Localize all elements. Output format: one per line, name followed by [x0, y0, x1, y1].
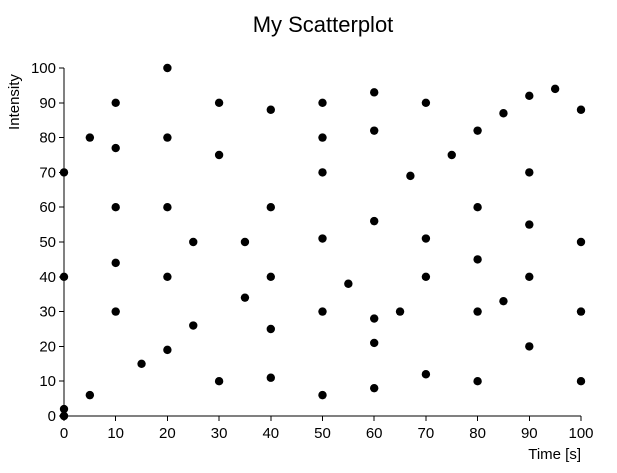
scatter-point — [344, 279, 353, 288]
scatter-point — [189, 321, 198, 330]
x-tick-label: 70 — [418, 425, 435, 442]
scatter-point — [370, 383, 379, 393]
scatter-point — [111, 203, 120, 212]
scatter-point — [214, 98, 224, 108]
y-tick-label: 10 — [39, 373, 56, 390]
scatter-point — [525, 91, 534, 101]
y-tick-label: 20 — [39, 338, 56, 355]
scatter-point — [59, 404, 69, 414]
scatter-point — [240, 237, 250, 247]
y-tick-label: 100 — [31, 60, 56, 77]
scatter-point — [214, 150, 224, 160]
x-tick-label: 10 — [107, 425, 124, 442]
scatter-point — [370, 126, 379, 135]
x-axis-label: Time [s] — [528, 446, 581, 463]
y-tick-label: 50 — [39, 234, 56, 251]
scatter-point — [59, 272, 69, 281]
x-tick-label: 0 — [60, 425, 68, 442]
scatter-point — [370, 314, 379, 323]
scatter-point — [163, 272, 172, 281]
scatter-point — [421, 234, 431, 243]
x-tick-label: 60 — [366, 425, 383, 442]
scatter-point — [525, 220, 534, 229]
scatter-point — [111, 307, 120, 316]
scatter-point — [111, 258, 120, 268]
scatter-point — [266, 373, 275, 382]
scatter-point — [370, 88, 379, 97]
scatter-point — [473, 377, 482, 386]
scatter-point — [163, 133, 172, 142]
y-tick-label: 60 — [39, 199, 56, 216]
scatter-point — [266, 272, 275, 281]
y-tick-label: 90 — [39, 95, 56, 112]
x-tick-label: 50 — [314, 425, 331, 442]
scatter-point — [111, 98, 120, 108]
scatter-point — [163, 203, 172, 212]
scatter-point — [499, 296, 508, 306]
scatter-point — [137, 359, 146, 368]
scatter-point — [59, 168, 69, 177]
scatter-point — [163, 63, 172, 73]
scatter-point — [473, 307, 482, 316]
scatter-point — [447, 150, 456, 160]
scatter-point — [85, 390, 95, 400]
scatter-point — [111, 143, 120, 153]
y-ticks: 0 10 20 30 40 50 60 70 80 90 100 — [31, 60, 64, 425]
scatter-point — [473, 255, 482, 264]
scatter-point — [576, 307, 586, 316]
scatter-point — [318, 390, 327, 400]
x-ticks: 0 10 20 30 40 50 60 70 80 90 100 — [60, 416, 594, 442]
chart-title: My Scatterplot — [253, 12, 394, 37]
x-tick-label: 90 — [521, 425, 538, 442]
scatter-point — [550, 84, 560, 94]
scatter-point — [59, 411, 69, 421]
y-tick-label: 70 — [39, 164, 56, 181]
data-points — [59, 63, 586, 421]
scatter-point — [240, 293, 250, 302]
scatter-point — [318, 307, 327, 316]
scatter-point — [525, 342, 534, 351]
y-tick-label: 30 — [39, 304, 56, 321]
x-tick-label: 80 — [469, 425, 486, 442]
scatter-point — [163, 345, 172, 355]
scatter-point — [266, 324, 275, 334]
scatter-point — [214, 377, 224, 386]
scatter-point — [499, 109, 508, 118]
scatter-point — [266, 203, 275, 212]
scatter-point — [421, 98, 431, 108]
scatter-point — [473, 203, 482, 212]
scatter-point — [318, 168, 327, 177]
scatter-point — [85, 133, 95, 142]
scatter-point — [370, 338, 379, 348]
scatter-point — [395, 307, 405, 316]
scatter-point — [576, 377, 586, 386]
scatter-point — [525, 168, 534, 177]
scatter-point — [318, 133, 327, 142]
scatter-point — [266, 105, 275, 114]
scatter-point — [421, 370, 431, 379]
scatter-point — [189, 237, 198, 247]
x-tick-label: 30 — [211, 425, 228, 442]
y-axis-label: Intensity — [6, 74, 23, 130]
scatter-point — [576, 237, 586, 247]
scatter-point — [421, 272, 431, 281]
scatter-point — [370, 216, 379, 226]
x-tick-label: 100 — [568, 425, 593, 442]
scatter-point — [406, 171, 415, 181]
scatter-point — [318, 98, 327, 108]
scatter-point — [473, 126, 482, 135]
x-tick-label: 40 — [262, 425, 279, 442]
scatter-point — [318, 234, 327, 243]
y-tick-label: 80 — [39, 130, 56, 147]
y-tick-label: 40 — [39, 269, 56, 286]
y-tick-label: 0 — [48, 408, 56, 425]
scatter-point — [525, 272, 534, 281]
x-tick-label: 20 — [159, 425, 176, 442]
scatter-point — [576, 105, 586, 114]
